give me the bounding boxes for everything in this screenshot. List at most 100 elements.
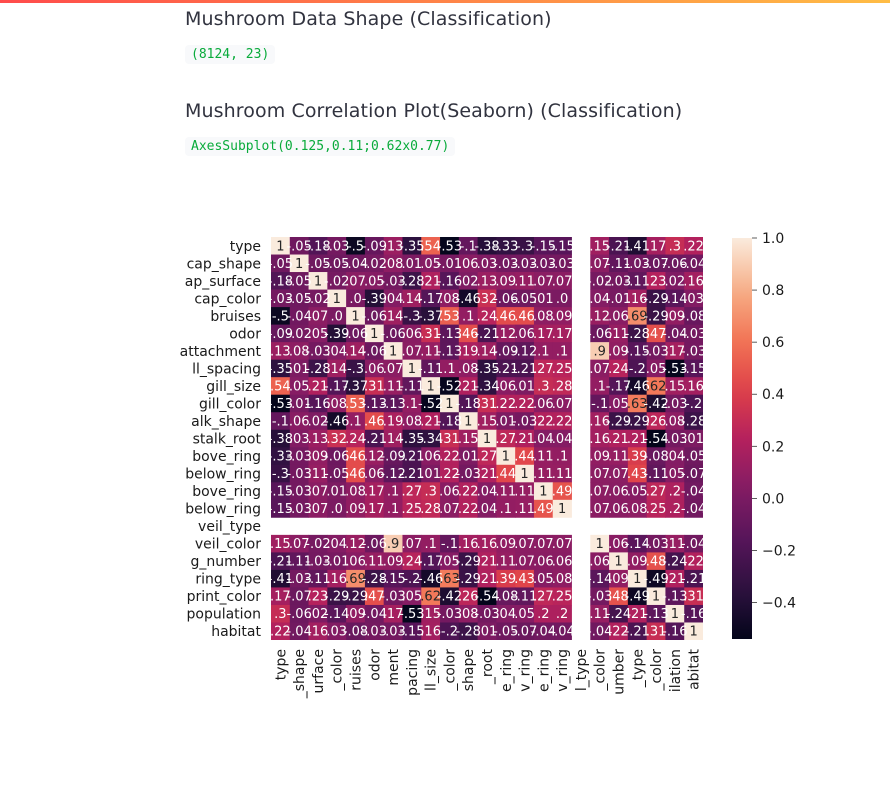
heatmap-cell (515, 622, 535, 640)
heatmap-cell (533, 534, 554, 553)
heatmap-annotation: -.04 (662, 327, 687, 342)
heatmap-annotation: .1 (593, 379, 605, 394)
heatmap-cell (477, 464, 497, 483)
heatmap-cell (440, 534, 460, 553)
column-tick-label: _color (442, 649, 458, 692)
heatmap-cell (665, 552, 685, 571)
heatmap-cell (421, 534, 441, 553)
heatmap-annotation: .04 (383, 292, 404, 307)
heatmap-annotation: .2 (537, 607, 549, 622)
heatmap-annotation: .08 (458, 607, 479, 622)
heatmap-annotation: -.16 (437, 274, 462, 289)
heatmap-cell (289, 587, 309, 606)
heatmap-cell (590, 342, 610, 361)
heatmap-cell (402, 359, 422, 378)
heatmap-annotation: .08 (627, 502, 648, 517)
heatmap-annotation: -.03 (625, 257, 650, 272)
heatmap-cell (271, 342, 291, 361)
heatmap-annotation: -.14 (625, 537, 650, 552)
column-tick-label: ruises (349, 649, 365, 691)
heatmap-annotation: .08 (552, 572, 573, 587)
heatmap-cell (402, 289, 422, 308)
heatmap-annotation: -.03 (286, 450, 311, 465)
heatmap-annotation: .22 (683, 239, 704, 254)
heatmap-annotation: -.11 (399, 379, 424, 394)
heatmap-cell (271, 499, 291, 518)
heatmap-cell (477, 622, 497, 640)
heatmap-cell (271, 324, 291, 343)
heatmap-cell (533, 412, 554, 431)
heatmap-annotation: .53 (345, 397, 366, 412)
heatmap-cell (346, 237, 366, 255)
heatmap-cell (477, 272, 497, 290)
heatmap-cell (552, 569, 572, 588)
heatmap-annotation: .11 (308, 467, 329, 482)
heatmap-annotation: .21 (420, 274, 441, 289)
heatmap-annotation: .1 (406, 397, 418, 412)
column-tick-label: _color (330, 649, 346, 692)
heatmap-cell (402, 412, 422, 431)
heatmap-annotation: -.05 (286, 274, 311, 289)
heatmap-cell (496, 569, 516, 588)
heatmap-cell (383, 307, 403, 326)
heatmap-cell (308, 272, 328, 290)
heatmap-cell (364, 289, 385, 308)
heatmap-annotation: -.2 (441, 625, 458, 640)
row-tick-label: g_number (190, 554, 261, 570)
heatmap-cell (646, 237, 666, 255)
heatmap-cell (383, 412, 403, 431)
row-tick-label: bruises (210, 309, 261, 325)
heatmap-cell (383, 394, 403, 413)
heatmap-annotation: .46 (514, 309, 535, 324)
heatmap-annotation: .13 (270, 344, 291, 359)
heatmap-cell (346, 289, 366, 308)
heatmap-annotation: .22 (439, 467, 460, 482)
heatmap-cell (477, 587, 497, 606)
heatmap-cell (327, 534, 347, 553)
heatmap-annotation: .07 (533, 274, 554, 289)
heatmap-annotation: -.11 (643, 467, 668, 482)
heatmap-cell (346, 394, 366, 413)
heatmap-cell (327, 482, 347, 501)
heatmap-annotation: .07 (552, 274, 573, 289)
heatmap-cell (440, 412, 460, 431)
heatmap-cell (402, 587, 422, 606)
heatmap-cell (646, 394, 666, 413)
heatmap-annotation: -.29 (625, 414, 650, 429)
heatmap-annotation: -.21 (362, 432, 387, 447)
heatmap-cell (364, 307, 385, 326)
heatmap-cell (552, 552, 572, 571)
column-tick-label: shape (461, 649, 477, 691)
heatmap-annotation: .08 (664, 414, 685, 429)
heatmap-annotation: .3 (537, 379, 549, 394)
heatmap-annotation: .06 (495, 379, 516, 394)
heatmap-cell (440, 254, 460, 273)
column-tick-label: _color (593, 649, 609, 692)
heatmap-cell (364, 482, 385, 501)
heatmap-cell (533, 359, 554, 378)
heatmap-annotation: .27 (495, 432, 516, 447)
heatmap-cell (289, 324, 309, 343)
column-tick-label: ilation (668, 649, 684, 692)
heatmap-cell (364, 412, 385, 431)
heatmap-annotation: .21 (477, 572, 498, 587)
heatmap-cell (364, 342, 385, 361)
heatmap-annotation: 1 (671, 607, 679, 622)
heatmap-cell (609, 429, 629, 448)
heatmap-cell (496, 289, 516, 308)
heatmap-cell (590, 359, 610, 378)
heatmap-annotation: -.02 (305, 537, 330, 552)
heatmap-annotation: -.15 (549, 239, 574, 254)
heatmap-cell (271, 587, 291, 606)
heatmap-cell (346, 272, 366, 290)
heatmap-cell (590, 394, 610, 413)
heatmap-cell (627, 359, 648, 378)
heatmap-annotation: .08 (345, 485, 366, 500)
heatmap-annotation: .04 (589, 292, 610, 307)
heatmap-annotation: -.29 (606, 414, 631, 429)
heatmap-cell (684, 324, 703, 343)
heatmap-annotation: -.03 (268, 292, 293, 307)
heatmap-annotation: .04 (477, 502, 498, 517)
heatmap-annotation: .0 (331, 309, 343, 324)
